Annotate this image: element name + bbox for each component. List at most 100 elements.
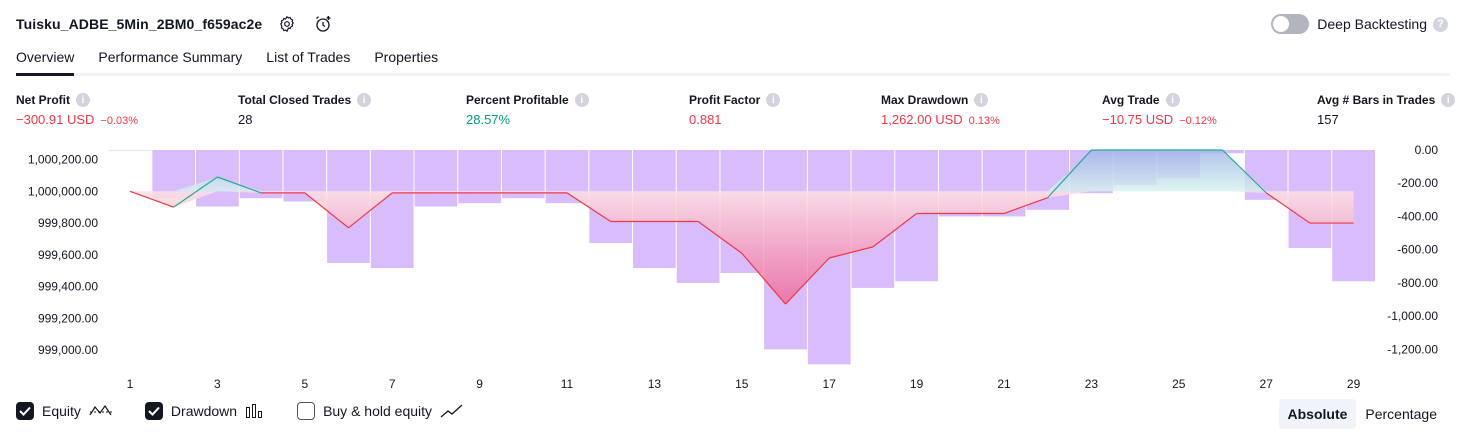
right-axis-tick: -1,000.00 [1387,309,1438,323]
metrics-bar: Net Profit i −300.91 USD −0.03% Total Clos… [0,93,1466,133]
metric-label: Profit Factor [689,93,761,107]
info-icon[interactable]: i [1441,93,1456,107]
right-axis-tick: -200.00 [1397,176,1438,190]
info-icon[interactable]: i [574,93,589,107]
x-axis-tick: 27 [1260,377,1274,391]
drawdown-bar [501,150,545,199]
equity-segment [129,190,174,208]
info-icon[interactable]: i [76,93,90,107]
equity-segment [697,220,743,254]
gear-icon[interactable] [276,13,298,35]
deep-backtesting-toggle[interactable] [1271,14,1310,34]
equity-segment [1003,197,1048,215]
metric-total-closed-trades: Total Closed Trades i 28 [238,93,372,127]
x-axis-tick: 5 [301,377,308,391]
equity-segment [1047,149,1092,199]
drawdown-bar [370,150,414,268]
drawdown-bar [108,150,152,151]
right-axis-tick: -400.00 [1397,209,1438,223]
equity-fill [130,150,1354,305]
legend-label: Equity [42,403,81,419]
equity-segment [872,213,917,248]
info-icon[interactable]: i [766,93,781,107]
tab-overview[interactable]: Overview [16,46,75,76]
deep-backtesting-label: Deep Backtesting [1317,16,1427,32]
metric-label: Total Closed Trades [238,93,352,107]
info-icon[interactable]: i [1165,93,1180,107]
drawdown-bar [458,150,501,204]
equity-segment [217,176,262,194]
metric-value: 1,262.00 USD [881,112,963,127]
equity-segment [348,192,393,229]
x-axis-tick: 1 [127,377,134,391]
legend-equity[interactable]: Equity [16,402,113,420]
left-axis-tick: 999,200.00 [38,311,98,325]
legend-drawdown[interactable]: Drawdown [144,402,265,420]
x-axis-tick: 23 [1085,377,1099,391]
tab-list-of-trades[interactable]: List of Trades [266,49,351,65]
absolute-button[interactable]: Absolute [1278,399,1357,429]
x-axis-tick: 21 [997,377,1011,391]
metric-avg-trade: Avg Trade i −10.75 USD −0.12% [1102,93,1217,127]
equity-segment [173,176,218,208]
toggle-knob [1273,16,1290,32]
strategy-title: Tuisku_ADBE_5Min_2BM0_f659ac2e [16,16,263,32]
legend-label: Drawdown [170,403,238,419]
equity-segment [1222,149,1267,194]
metric-avg-bars-in-trades: Avg # Bars in Trades i 157 [1317,93,1456,127]
x-axis-tick: 25 [1172,377,1186,391]
alarm-clock-plus-icon[interactable] [312,13,334,35]
value-mode-switch: Absolute Percentage [1278,399,1447,429]
equity-segment [304,192,349,229]
x-axis-tick: 11 [561,377,574,391]
x-axis-tick: 9 [476,377,483,391]
metric-value: −10.75 USD [1102,112,1174,127]
equity-segment [829,246,874,259]
x-axis-tick: 3 [214,377,221,391]
info-icon[interactable]: i [357,93,372,107]
equity-drawdown-chart[interactable]: 1,000,200.00 1,000,000.00 999,800.00 999,60… [0,140,1466,398]
drawdown-bars-icon [245,403,265,419]
x-axis-tick: 13 [648,377,662,391]
equity-checkbox[interactable] [16,402,34,420]
right-axis-tick: -800.00 [1397,276,1438,290]
tab-performance-summary[interactable]: Performance Summary [98,49,243,65]
drawdown-checkbox[interactable] [144,402,163,420]
right-axis-tick: 0.00 [1415,143,1439,157]
metric-percent-profitable: Percent Profitable i 28.57% [466,93,589,127]
x-axis-tick: 7 [389,377,396,391]
metric-value: 28 [238,112,253,127]
percentage-button[interactable]: Percentage [1365,406,1437,422]
legend-label: Buy & hold equity [323,403,433,419]
legend-buy-hold-equity[interactable]: Buy & hold equity [297,402,464,420]
metric-label: Max Drawdown [881,93,969,107]
x-axis-tick: 17 [823,377,837,391]
x-axis-tick: 15 [735,377,749,391]
buy-hold-checkbox[interactable] [297,402,316,420]
left-axis-tick: 999,400.00 [38,280,98,294]
chart-axes: 1,000,200.00 1,000,000.00 999,800.00 999,60… [28,143,1438,391]
metric-label: Percent Profitable [466,93,569,107]
tab-properties[interactable]: Properties [374,49,439,65]
report-header: Tuisku_ADBE_5Min_2BM0_f659ac2e [16,12,334,36]
metric-label: Avg Trade [1102,93,1160,107]
right-axis-tick: -600.00 [1397,243,1438,257]
x-axis-tick: 19 [910,377,924,391]
metric-value: −300.91 USD [16,112,95,127]
metric-percent: 0.13% [968,115,1000,127]
metric-percent: −0.12% [1179,115,1217,127]
chart-legend: Equity Drawdown Buy & hold equity [16,402,496,420]
equity-segment [1265,192,1311,224]
left-axis-tick: 1,000,200.00 [28,153,98,167]
equity-line [129,149,1354,305]
equity-segment [741,252,786,305]
left-axis-tick: 999,000.00 [38,343,98,357]
metric-max-drawdown: Max Drawdown i 1,262.00 USD 0.13% [881,93,1000,127]
info-icon[interactable]: i [974,93,989,107]
equity-loss-area [130,191,1354,305]
metric-profit-factor: Profit Factor i 0.881 [689,93,781,127]
report-tabs: Overview Performance Summary List of Tra… [16,46,1450,76]
equity-segment [785,257,830,305]
help-icon[interactable]: ? [1433,16,1448,32]
metric-label: Avg # Bars in Trades [1317,93,1436,107]
